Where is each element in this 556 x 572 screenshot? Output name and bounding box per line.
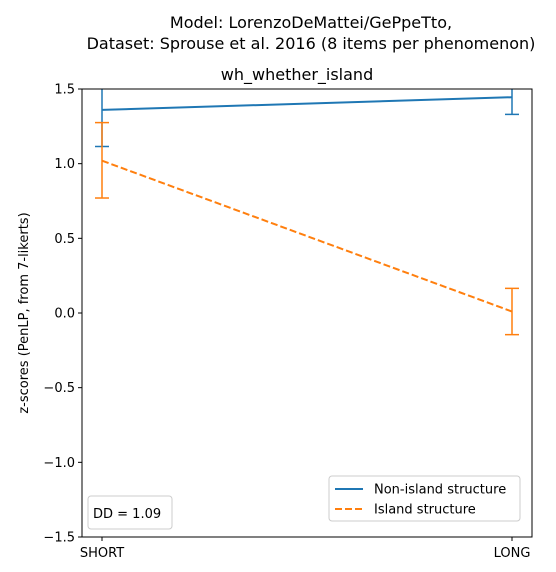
series-line (101, 96, 513, 111)
suptitle-line-2: Dataset: Sprouse et al. 2016 (8 items pe… (86, 34, 536, 53)
legend-label: Island structure (374, 503, 476, 518)
series-line (101, 159, 513, 313)
y-axis-label: z-scores (PenLP, from 7-likerts) (17, 212, 32, 413)
legend-box (328, 475, 521, 522)
axes-frame (81, 88, 533, 538)
series-1 (95, 121, 519, 336)
figure-suptitle: Model: LorenzoDeMattei/GePpeTto, Dataset… (0, 12, 556, 54)
y-tick-label: 0.0 (54, 307, 75, 322)
series-0 (95, 89, 519, 148)
y-tick-label: 1.0 (54, 157, 75, 172)
y-tick-label: −1.0 (43, 456, 75, 471)
suptitle-line-1: Model: LorenzoDeMattei/GePpeTto, (169, 13, 453, 32)
x-tick-label: LONG (494, 546, 531, 561)
dd-annotation: DD = 1.09 (93, 507, 161, 522)
x-tick-label: SHORT (80, 546, 124, 561)
y-tick-label: 0.5 (54, 232, 75, 247)
axes-title: wh_whether_island (220, 65, 374, 84)
y-tick-label: −0.5 (43, 381, 75, 396)
dd-annotation-box (87, 495, 173, 530)
legend-label: Non-island structure (374, 483, 506, 498)
y-tick-label: −1.5 (43, 531, 75, 546)
y-tick-label: 1.5 (54, 83, 75, 98)
